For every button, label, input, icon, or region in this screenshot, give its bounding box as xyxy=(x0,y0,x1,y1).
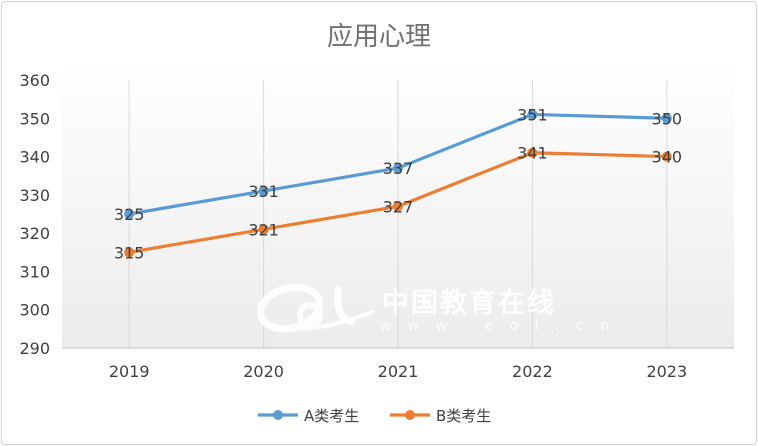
data-point xyxy=(258,186,269,197)
data-label: 341 xyxy=(517,144,548,163)
y-tick-label: 290 xyxy=(19,339,50,358)
data-point xyxy=(393,201,403,212)
data-label: 327 xyxy=(383,197,414,216)
data-point xyxy=(527,147,538,158)
x-tick-label: 2021 xyxy=(378,362,419,381)
data-point xyxy=(527,109,538,120)
data-label: 351 xyxy=(517,105,548,124)
legend-marker-2 xyxy=(405,410,415,420)
x-tick-label: 2020 xyxy=(243,362,284,381)
x-tick-label: 2023 xyxy=(646,362,687,381)
y-axis-ticks: 290 300 310 320 330 340 350 360 xyxy=(19,71,50,358)
watermark: 中国教育在线 w w w . e o l . c n xyxy=(257,283,615,334)
series-layer: 325 331 337 351 350 315 321 327 341 340 xyxy=(114,105,682,262)
y-tick-label: 320 xyxy=(19,224,50,243)
data-label: 315 xyxy=(114,243,145,262)
legend-label-2: B类考生 xyxy=(436,407,491,425)
data-point xyxy=(258,224,269,235)
watermark-name: 中国教育在线 xyxy=(382,287,556,319)
data-label: 325 xyxy=(114,205,145,224)
legend-marker-1 xyxy=(273,410,283,420)
data-label: 321 xyxy=(248,220,279,239)
eol-logo xyxy=(257,283,374,333)
data-point xyxy=(661,113,672,124)
x-tick-label: 2022 xyxy=(512,362,553,381)
y-tick-label: 340 xyxy=(19,148,50,167)
data-label: 350 xyxy=(652,109,683,128)
data-point xyxy=(393,163,403,174)
x-tick-label: 2019 xyxy=(109,362,150,381)
y-tick-label: 360 xyxy=(19,71,50,90)
y-tick-label: 300 xyxy=(19,301,50,320)
data-point xyxy=(124,247,135,258)
data-point xyxy=(124,209,135,219)
data-label: 337 xyxy=(383,159,414,178)
y-tick-label: 310 xyxy=(19,262,50,281)
y-tick-label: 330 xyxy=(19,186,50,205)
y-tick-label: 350 xyxy=(19,109,50,128)
data-label: 340 xyxy=(652,148,683,167)
legend-label-1: A类考生 xyxy=(304,407,359,425)
data-point xyxy=(661,151,672,162)
watermark-url: w w w . e o l . c n xyxy=(380,318,615,334)
x-axis-ticks: 2019 2020 2021 2022 2023 xyxy=(109,362,687,381)
legend: A类考生 B类考生 xyxy=(258,407,491,425)
data-label: 331 xyxy=(248,182,279,201)
chart-title: 应用心理 xyxy=(327,22,431,52)
